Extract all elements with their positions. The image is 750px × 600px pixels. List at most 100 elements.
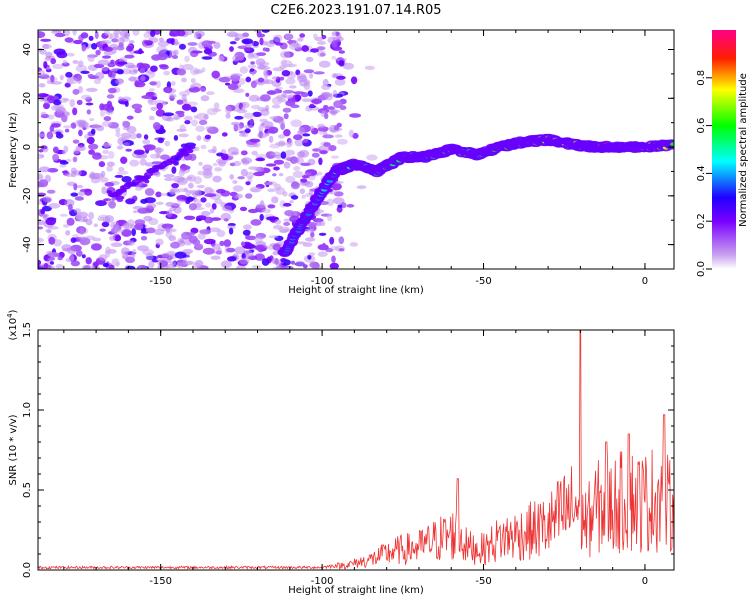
noise-blob	[248, 52, 254, 58]
noise-blob	[114, 228, 124, 233]
noise-blob	[290, 156, 300, 164]
noise-blob	[38, 133, 46, 138]
y-tick-label: -40	[22, 236, 33, 252]
noise-blob	[143, 40, 154, 45]
noise-blob	[259, 213, 264, 221]
noise-blob	[145, 227, 156, 234]
noise-blob	[176, 99, 184, 105]
noise-blob	[99, 228, 106, 232]
noise-blob	[240, 241, 246, 247]
noise-blob	[103, 116, 112, 122]
noise-blob	[210, 255, 221, 260]
noise-blob	[239, 206, 248, 212]
spectrogram-x-label: Height of straight line (km)	[288, 285, 424, 296]
noise-blob	[232, 185, 244, 192]
noise-blob	[132, 205, 144, 210]
noise-blob	[195, 218, 202, 222]
noise-blob	[106, 161, 115, 167]
noise-blob	[273, 159, 284, 165]
noise-blob	[62, 60, 68, 64]
noise-blob	[140, 75, 146, 82]
noise-blob	[303, 172, 312, 176]
noise-blob	[311, 98, 323, 104]
noise-blob	[272, 67, 285, 72]
noise-blob	[264, 181, 273, 186]
noise-blob	[74, 208, 81, 214]
noise-blob	[207, 149, 217, 154]
noise-blob	[79, 227, 85, 236]
noise-blob	[186, 196, 194, 203]
noise-blob	[102, 262, 110, 268]
noise-blob	[226, 225, 236, 230]
noise-blob	[316, 221, 322, 227]
noise-blob	[212, 162, 218, 167]
noise-blob	[118, 166, 125, 172]
noise-blob	[305, 228, 314, 233]
noise-blob	[136, 264, 148, 269]
noise-blob	[38, 69, 46, 77]
noise-blob	[97, 216, 105, 222]
faint-track-blob	[152, 169, 157, 172]
noise-blob	[252, 171, 265, 177]
noise-blob	[181, 77, 187, 83]
noise-blob	[132, 30, 140, 36]
noise-blob	[51, 30, 63, 33]
noise-blob	[176, 262, 185, 268]
colorbar-tick-label: 0.6	[696, 118, 707, 134]
noise-blob	[149, 153, 162, 159]
noise-blob	[301, 98, 312, 102]
faint-track-blob	[182, 153, 187, 156]
noise-blob	[216, 188, 226, 194]
noise-blob	[134, 108, 142, 114]
noise-blob	[331, 155, 340, 159]
noise-blob	[43, 100, 50, 104]
noise-blob	[209, 227, 221, 233]
noise-blob	[233, 124, 243, 131]
noise-blob	[131, 228, 136, 237]
noise-blob	[339, 105, 347, 111]
noise-blob	[101, 66, 109, 72]
noise-blob	[234, 115, 244, 120]
noise-blob	[72, 59, 79, 64]
noise-blob	[229, 41, 237, 45]
noise-blob	[322, 242, 326, 250]
noise-blob	[205, 126, 214, 131]
noise-blob	[110, 221, 120, 230]
snr-y-multiplier: (x104)	[6, 309, 19, 340]
noise-blob	[43, 60, 48, 69]
noise-blob	[262, 47, 268, 52]
noise-blob	[290, 195, 299, 200]
noise-blob	[281, 70, 291, 77]
spectrogram-y-label: Frequency (Hz)	[8, 112, 19, 188]
x-tick-label: 0	[642, 576, 648, 587]
noise-blob	[260, 94, 271, 102]
noise-blob	[263, 40, 268, 46]
noise-blob	[240, 168, 248, 177]
noise-blob	[139, 68, 146, 74]
noise-blob	[258, 124, 264, 133]
noise-blob	[282, 202, 292, 207]
noise-blob	[267, 204, 276, 209]
snr-y-multiplier-exp: 4	[6, 313, 14, 318]
noise-blob	[321, 84, 331, 90]
noise-blob	[38, 237, 44, 243]
noise-blob	[331, 255, 336, 263]
noise-blob	[285, 175, 296, 184]
noise-blob	[316, 46, 326, 51]
noise-blob	[289, 42, 300, 50]
noise-blob	[293, 166, 301, 171]
noise-blob	[106, 165, 113, 172]
noise-blob	[129, 159, 140, 167]
noise-blob	[146, 202, 157, 209]
noise-blob	[303, 138, 308, 143]
noise-blob	[102, 143, 112, 148]
noise-blob	[59, 161, 69, 165]
noise-blob	[74, 196, 84, 201]
noise-blob	[66, 217, 75, 226]
noise-blob	[267, 188, 276, 193]
noise-blob	[285, 33, 294, 40]
noise-blob	[61, 244, 72, 252]
noise-blob	[288, 139, 293, 147]
noise-blob	[317, 41, 327, 45]
noise-blob	[61, 170, 68, 174]
